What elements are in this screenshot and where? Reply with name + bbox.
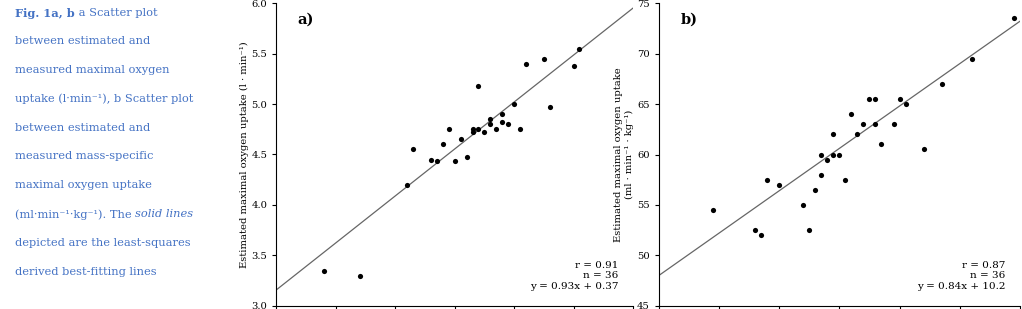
Point	[494, 120, 510, 125]
Point	[542, 104, 558, 109]
Text: b): b)	[681, 12, 697, 26]
Point	[440, 127, 457, 132]
Point	[536, 56, 552, 61]
Text: r = 0.87
n = 36
y = 0.84x + 10.2: r = 0.87 n = 36 y = 0.84x + 10.2	[917, 261, 1006, 291]
Point	[571, 46, 588, 51]
Point	[423, 157, 439, 162]
Text: Fig. 1a, b: Fig. 1a, b	[15, 8, 75, 19]
Point	[753, 233, 770, 238]
Text: depicted are the least-squares: depicted are the least-squares	[15, 238, 190, 248]
Point	[897, 102, 914, 107]
Point	[801, 228, 818, 233]
Text: between estimated and: between estimated and	[15, 123, 150, 133]
Point	[518, 61, 535, 66]
Point	[565, 63, 582, 68]
Point	[1006, 16, 1022, 21]
Point	[885, 122, 901, 127]
Point	[352, 273, 368, 278]
Point	[873, 142, 889, 147]
Point	[814, 152, 830, 157]
Y-axis label: Estimated maximal oxygen uptake (l · min⁻¹): Estimated maximal oxygen uptake (l · min…	[239, 41, 248, 268]
Point	[759, 177, 776, 182]
Text: derived best-fitting lines: derived best-fitting lines	[15, 267, 156, 277]
Point	[825, 152, 841, 157]
Point	[705, 208, 722, 213]
Point	[825, 132, 841, 137]
Point	[855, 122, 872, 127]
Point	[476, 130, 493, 135]
Point	[489, 127, 505, 132]
Point	[868, 122, 884, 127]
Point	[933, 81, 949, 86]
Point	[482, 122, 499, 127]
Point	[843, 112, 860, 116]
Point	[459, 154, 475, 159]
Point	[964, 56, 980, 61]
Point	[494, 112, 510, 116]
Point	[837, 177, 853, 182]
Point	[447, 158, 463, 163]
Point	[771, 182, 787, 187]
Text: r = 0.91
n = 36
y = 0.93x + 0.37: r = 0.91 n = 36 y = 0.93x + 0.37	[530, 261, 618, 291]
Point	[814, 172, 830, 177]
Point	[831, 152, 847, 157]
Point	[428, 158, 445, 163]
Point	[470, 83, 486, 88]
Text: between estimated and: between estimated and	[15, 36, 150, 46]
Text: maximal oxygen uptake: maximal oxygen uptake	[15, 180, 152, 190]
Point	[316, 268, 332, 273]
Point	[506, 102, 522, 107]
Point	[405, 147, 421, 152]
Point	[399, 182, 415, 187]
Text: uptake (l·min⁻¹), b Scatter plot: uptake (l·min⁻¹), b Scatter plot	[15, 94, 193, 104]
Point	[500, 122, 516, 127]
Text: (ml·min⁻¹·kg⁻¹). The: (ml·min⁻¹·kg⁻¹). The	[15, 209, 135, 220]
Point	[464, 127, 480, 132]
Text: solid lines: solid lines	[135, 209, 193, 219]
Point	[434, 142, 451, 147]
Point	[916, 147, 932, 152]
Point	[862, 96, 878, 101]
Y-axis label: Estimated maximal oxygen uptake
(ml · min⁻¹ · kg⁻¹): Estimated maximal oxygen uptake (ml · mi…	[614, 67, 634, 242]
Point	[819, 157, 835, 162]
Point	[868, 96, 884, 101]
Point	[891, 96, 908, 101]
Text: measured mass-specific: measured mass-specific	[15, 151, 153, 162]
Point	[464, 130, 480, 135]
Text: measured maximal oxygen: measured maximal oxygen	[15, 65, 170, 75]
Text: a Scatter plot: a Scatter plot	[75, 8, 157, 18]
Point	[795, 202, 811, 207]
Point	[470, 127, 486, 132]
Point	[453, 137, 469, 142]
Point	[807, 187, 824, 192]
Point	[512, 127, 528, 132]
Text: a): a)	[297, 12, 314, 26]
Point	[849, 132, 866, 137]
Point	[482, 117, 499, 122]
Point	[747, 228, 763, 233]
